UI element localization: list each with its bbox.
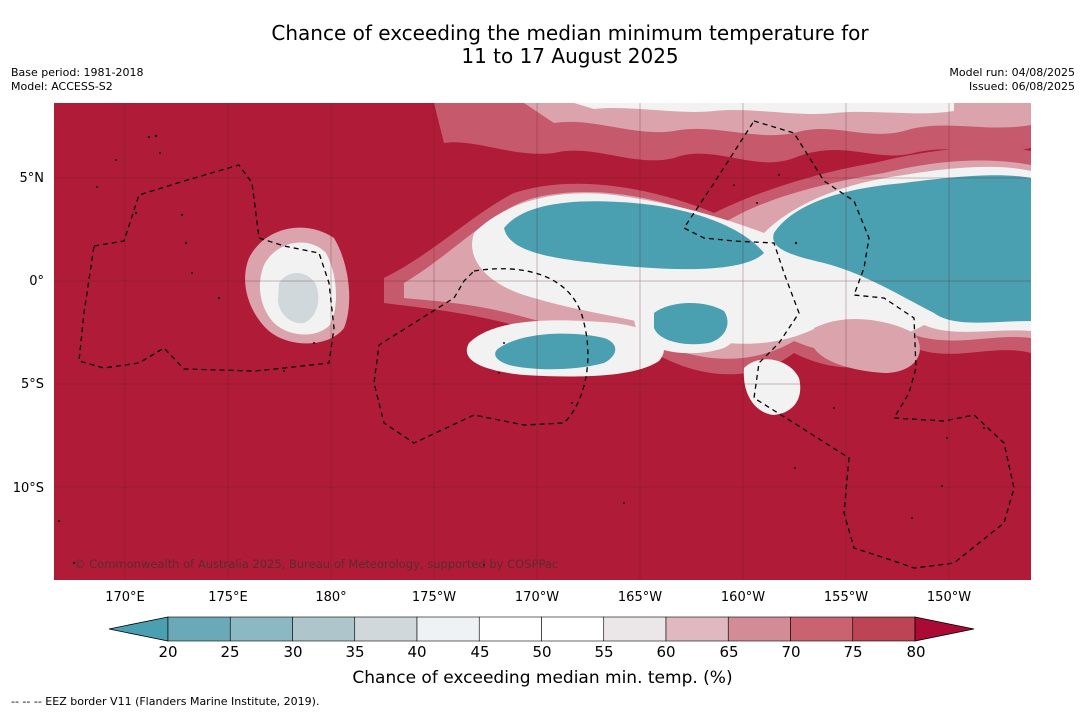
model-name: Model: ACCESS-S2 [11, 80, 113, 93]
lon-label-170e: 170°E [105, 590, 145, 605]
colorbar-above-arrow [914, 616, 975, 642]
colorbar-segments [108, 616, 975, 642]
lon-label-180: 180° [315, 590, 347, 605]
lon-label-150w: 150°W [926, 590, 972, 605]
colorbar-segment [727, 616, 791, 642]
title-line-2: 11 to 17 August 2025 [461, 44, 679, 68]
colorbar-tick: 60 [656, 643, 676, 661]
meta-left: Base period: 1981-2018 Model: ACCESS-S2 [11, 66, 143, 94]
northern-warm-band [434, 103, 1031, 163]
lat-label-10s: 10°S [12, 481, 44, 496]
colorbar-tick: 20 [158, 643, 178, 661]
southern-cold-blobs [466, 288, 920, 415]
chart-title: Chance of exceeding the median minimum t… [0, 22, 1085, 68]
model-run: Model run: 04/08/2025 [949, 66, 1075, 79]
colorbar-segment [416, 616, 480, 642]
base-period: Base period: 1981-2018 [11, 66, 144, 79]
eez-borders [78, 120, 1015, 569]
colorbar-tick: 45 [470, 643, 490, 661]
colorbar-below-arrow [108, 616, 169, 642]
copyright-notice: © Commonwealth of Australia 2025, Bureau… [74, 557, 559, 571]
colorbar-segment [354, 616, 418, 642]
lon-label-165w: 165°W [617, 590, 663, 605]
colorbar-tick: 80 [906, 643, 926, 661]
colorbar-tick: 50 [532, 643, 552, 661]
colorbar-segment [292, 616, 356, 642]
colorbar-tick: 35 [345, 643, 365, 661]
lon-label-175w: 175°W [411, 590, 457, 605]
colorbar-tick: 30 [283, 643, 303, 661]
issued-date: Issued: 06/08/2025 [968, 80, 1075, 93]
lat-label-5n: 5°N [19, 171, 45, 186]
graticule [54, 103, 1031, 580]
colorbar-tick: 25 [220, 643, 240, 661]
colorbar-label: Chance of exceeding median min. temp. (%… [352, 668, 733, 688]
meta-right: Model run: 04/08/2025 Issued: 06/08/2025 [949, 66, 1075, 94]
title-line-1: Chance of exceeding the median minimum t… [271, 21, 869, 45]
map-area: © Commonwealth of Australia 2025, Bureau… [54, 103, 1031, 580]
colorbar-segment [790, 616, 854, 642]
central-cold-tongue [384, 147, 1031, 375]
lat-label-5s: 5°S [20, 377, 44, 392]
colorbar-tick: 70 [781, 643, 801, 661]
lon-label-170w: 170°W [514, 590, 560, 605]
lon-label-160w: 160°W [720, 590, 766, 605]
colorbar-tick: 65 [719, 643, 739, 661]
colorbar-segment [167, 616, 231, 642]
lat-label-equator: 0° [29, 274, 44, 289]
colorbar-segment [541, 616, 605, 642]
colorbar-segment [852, 616, 916, 642]
eez-footnote: -- -- -- EEZ border V11 (Flanders Marine… [11, 695, 320, 708]
lon-label-155w: 155°W [823, 590, 869, 605]
probability-map [54, 103, 1031, 580]
western-anomaly [245, 227, 350, 344]
colorbar-segment [603, 616, 667, 642]
islands [57, 134, 985, 567]
colorbar-segment [478, 616, 542, 642]
colorbar-tick: 75 [843, 643, 863, 661]
colorbar-segment [665, 616, 729, 642]
colorbar [108, 616, 975, 642]
lon-label-175e: 175°E [208, 590, 248, 605]
colorbar-tick: 55 [594, 643, 614, 661]
colorbar-tick: 40 [407, 643, 427, 661]
colorbar-segment [229, 616, 293, 642]
